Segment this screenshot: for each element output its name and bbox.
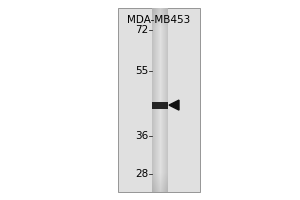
Text: 72: 72 xyxy=(135,25,148,35)
Bar xyxy=(152,102,168,109)
Text: MDA-MB453: MDA-MB453 xyxy=(128,15,190,25)
Text: 36: 36 xyxy=(135,131,148,141)
Polygon shape xyxy=(169,100,179,110)
Text: 55: 55 xyxy=(135,66,148,76)
Text: 28: 28 xyxy=(135,169,148,179)
Bar xyxy=(118,8,200,192)
